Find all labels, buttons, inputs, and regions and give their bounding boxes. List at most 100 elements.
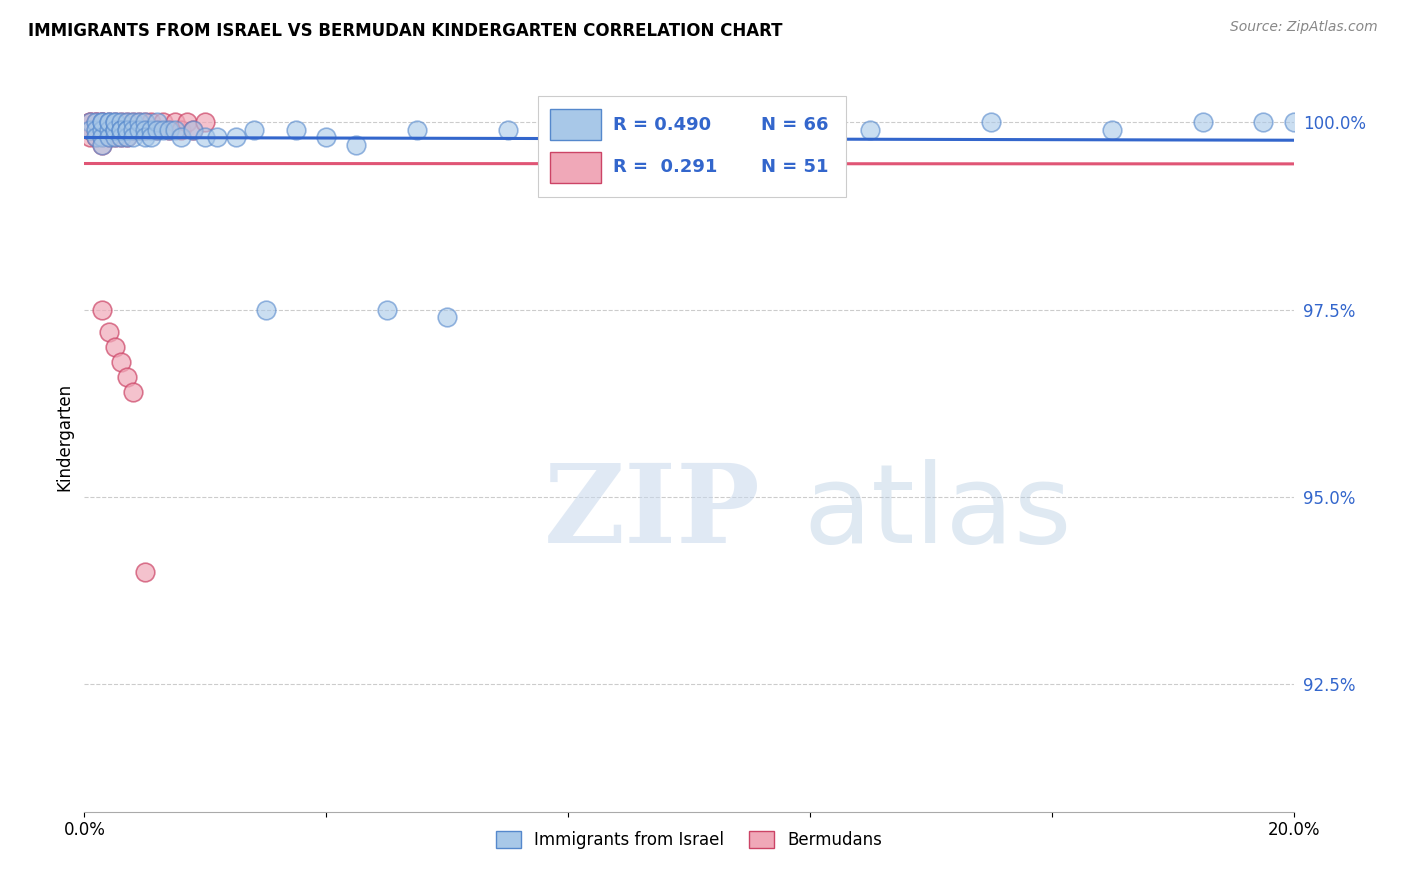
FancyBboxPatch shape <box>538 96 846 197</box>
Point <box>91 302 114 317</box>
Point <box>146 123 169 137</box>
Point <box>146 115 169 129</box>
Point <box>285 123 308 137</box>
Point <box>97 123 120 137</box>
Point <box>121 115 143 129</box>
Point <box>91 115 114 129</box>
Point <box>79 115 101 129</box>
Point <box>859 123 882 137</box>
Point <box>157 123 180 137</box>
Point <box>104 115 127 129</box>
Point <box>97 123 120 137</box>
Point <box>104 115 127 129</box>
Point <box>375 302 398 317</box>
Point <box>97 115 120 129</box>
Point <box>165 115 187 129</box>
Text: atlas: atlas <box>804 458 1073 566</box>
Text: IMMIGRANTS FROM ISRAEL VS BERMUDAN KINDERGARTEN CORRELATION CHART: IMMIGRANTS FROM ISRAEL VS BERMUDAN KINDE… <box>28 22 783 40</box>
Point <box>110 115 132 129</box>
Point <box>97 115 120 129</box>
Point <box>121 130 143 145</box>
Point <box>146 123 169 137</box>
Point <box>194 130 217 145</box>
Point <box>91 137 114 152</box>
Point <box>617 123 640 137</box>
Point <box>557 123 579 137</box>
Point <box>157 123 180 137</box>
Point <box>139 130 162 145</box>
Text: R =  0.291: R = 0.291 <box>613 159 717 177</box>
FancyBboxPatch shape <box>550 152 600 183</box>
Point <box>254 302 277 317</box>
Point <box>134 565 156 579</box>
Point <box>115 123 138 137</box>
Point <box>1253 115 1275 129</box>
Point <box>86 123 108 137</box>
Point <box>121 385 143 400</box>
Point <box>115 370 138 384</box>
Point <box>79 123 101 137</box>
Point <box>436 310 458 325</box>
Point <box>225 130 247 145</box>
Point <box>1101 123 1123 137</box>
Point <box>86 123 108 137</box>
Point <box>346 137 368 152</box>
Point <box>115 123 138 137</box>
Point <box>134 123 156 137</box>
Point <box>91 123 114 137</box>
Point <box>165 123 187 137</box>
Point <box>104 123 127 137</box>
Point <box>97 130 120 145</box>
Y-axis label: Kindergarten: Kindergarten <box>55 383 73 491</box>
Point <box>115 115 138 129</box>
Text: R = 0.490: R = 0.490 <box>613 116 711 134</box>
Point <box>104 130 127 145</box>
Point <box>678 115 700 129</box>
Point <box>86 130 108 145</box>
Point <box>104 123 127 137</box>
Point <box>176 115 198 129</box>
Point <box>86 123 108 137</box>
Point <box>242 123 264 137</box>
Point <box>181 123 204 137</box>
Point <box>86 130 108 145</box>
Point <box>86 115 108 129</box>
Point <box>110 123 132 137</box>
Point <box>134 115 156 129</box>
Point <box>115 115 138 129</box>
Point <box>79 123 101 137</box>
Point <box>738 115 761 129</box>
Legend: Immigrants from Israel, Bermudans: Immigrants from Israel, Bermudans <box>489 824 889 855</box>
Point <box>79 123 101 137</box>
Point <box>91 115 114 129</box>
Point <box>1192 115 1215 129</box>
Point <box>115 130 138 145</box>
Point <box>110 115 132 129</box>
Point <box>115 123 138 137</box>
Point <box>406 123 429 137</box>
Point <box>170 123 193 137</box>
Point <box>121 123 143 137</box>
Point <box>79 115 101 129</box>
Point <box>104 115 127 129</box>
Point <box>104 123 127 137</box>
Point <box>91 123 114 137</box>
Point <box>496 123 519 137</box>
Point <box>139 123 162 137</box>
Point <box>91 137 114 152</box>
Point <box>91 115 114 129</box>
Point <box>315 130 337 145</box>
Point <box>128 123 150 137</box>
Text: Source: ZipAtlas.com: Source: ZipAtlas.com <box>1230 20 1378 34</box>
Text: ZIP: ZIP <box>544 458 761 566</box>
Point <box>97 123 120 137</box>
Point <box>104 130 127 145</box>
Point <box>91 115 114 129</box>
FancyBboxPatch shape <box>550 109 600 140</box>
Point <box>110 130 132 145</box>
Point <box>139 115 162 129</box>
Point <box>134 130 156 145</box>
Point <box>110 355 132 369</box>
Point <box>121 115 143 129</box>
Point <box>86 115 108 129</box>
